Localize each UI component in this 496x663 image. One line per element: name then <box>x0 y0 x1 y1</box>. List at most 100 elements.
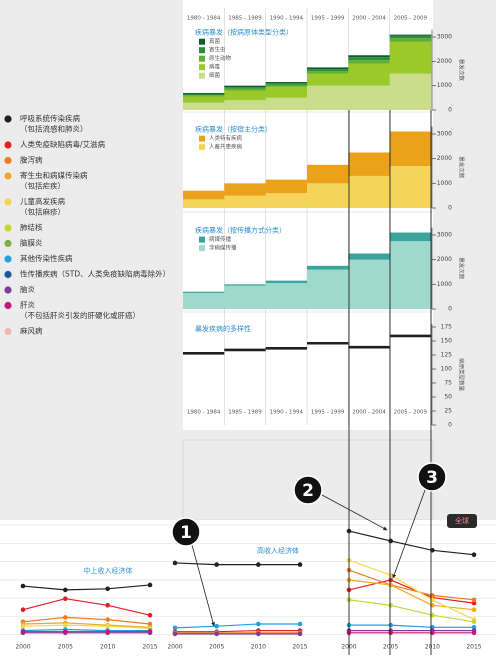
stack-segment <box>183 102 225 110</box>
point <box>471 552 477 557</box>
stack-segment <box>307 69 349 72</box>
y-tick-label: 1000 <box>437 82 452 89</box>
x-tick-label: 2010 <box>425 644 440 651</box>
x-tick-label: 2005 <box>383 644 398 651</box>
stack-segment <box>224 183 266 196</box>
period-label: 1995 - 1999 <box>311 16 345 22</box>
series-line <box>22 598 151 616</box>
stack-segment <box>224 87 266 89</box>
y-axis-label: 暴发次数 <box>458 59 466 82</box>
y-tick-label: 25 <box>444 408 452 415</box>
point <box>105 629 110 634</box>
series-line <box>174 623 300 629</box>
point <box>172 631 178 637</box>
stack-segment <box>348 57 390 61</box>
point <box>297 562 303 567</box>
point <box>147 582 153 588</box>
point <box>471 600 477 606</box>
legend-label: 麻风病 <box>20 326 43 336</box>
stack-segment <box>307 85 349 110</box>
point <box>388 582 393 588</box>
stack-segment <box>389 166 432 208</box>
stack-segment <box>307 73 349 86</box>
period-label: 1990 - 1994 <box>270 16 304 22</box>
point <box>63 596 68 601</box>
x-tick-label: 2015 <box>292 644 307 651</box>
legend-swatch <box>199 135 205 142</box>
legend-swatch <box>199 38 205 45</box>
legend-dot <box>4 115 12 123</box>
legend-dot <box>4 301 12 310</box>
point <box>147 621 153 627</box>
x-tick-label: 2015 <box>466 644 481 651</box>
stack-segment <box>265 86 308 98</box>
stack-segment <box>183 291 225 293</box>
stack-segment <box>307 265 349 270</box>
y-tick-label: 0 <box>448 205 452 212</box>
point <box>471 619 477 625</box>
legend-note: （包括麻疹） <box>20 207 65 217</box>
point <box>297 621 303 627</box>
y-tick-label: 1000 <box>437 180 452 187</box>
y-tick-label: 3000 <box>437 34 452 41</box>
x-tick-label: 2010 <box>251 644 266 651</box>
y-tick-label: 125 <box>441 352 453 359</box>
legend-dot <box>4 224 12 232</box>
period-label: 1990 - 1994 <box>270 410 304 416</box>
stack-segment <box>183 96 225 103</box>
legend-note: （包括疟疾） <box>20 181 65 191</box>
point <box>388 630 393 636</box>
stack-segment <box>389 131 432 167</box>
callout-number: 2 <box>302 481 314 501</box>
legend-label: 腹泻病 <box>20 155 43 165</box>
y-tick-label: 150 <box>441 338 453 345</box>
callout-circle <box>417 462 447 492</box>
point <box>388 538 393 544</box>
point <box>105 586 110 592</box>
point <box>20 607 26 612</box>
legend-swatch <box>199 144 205 151</box>
y-tick-label: 100 <box>441 366 453 373</box>
point <box>20 623 26 629</box>
stack-segment <box>183 292 225 309</box>
legend-label: 儿童高发疾病 <box>20 196 65 206</box>
series-line <box>348 569 475 601</box>
series-line <box>22 624 151 629</box>
chart-title: 全球 <box>455 516 469 525</box>
point <box>388 603 393 608</box>
legend-label: 其他传染性疾病 <box>20 253 73 263</box>
legend-dot <box>4 270 12 279</box>
y-axis-label: 病原类型数量 <box>458 358 466 392</box>
y-tick-label: 2000 <box>437 58 452 65</box>
stack-segment <box>307 269 349 309</box>
point <box>297 631 303 637</box>
stack-segment <box>307 183 349 208</box>
legend-label: 脑膜炎 <box>20 238 43 248</box>
legend-dot <box>4 198 12 206</box>
y-tick-label: 3000 <box>437 232 452 239</box>
legend-swatch <box>199 47 205 54</box>
stack-segment <box>183 93 225 96</box>
stack-segment <box>348 175 390 208</box>
legend-label: 肝炎 <box>20 301 35 310</box>
stack-segment <box>183 92 225 94</box>
legend-label: 寄生虫 <box>209 46 226 54</box>
y-axis-label: 暴发次数 <box>458 156 466 179</box>
legend-label: 脑炎 <box>20 284 35 294</box>
y-tick-label: 175 <box>441 324 453 331</box>
series-line <box>22 616 151 625</box>
point <box>471 597 477 603</box>
legend-label: 呼吸系统传染疾病 <box>20 113 80 123</box>
period-label: 2005 - 2009 <box>394 410 428 416</box>
stack-segment <box>348 259 390 309</box>
point <box>63 615 68 620</box>
panel-title: 疾病暴发（按传播方式分类） <box>195 226 286 235</box>
bottom-grid <box>0 524 496 636</box>
stack-segment <box>265 193 308 208</box>
point <box>471 625 477 630</box>
point <box>214 631 219 637</box>
point <box>20 629 26 634</box>
stack-segment <box>348 60 390 64</box>
series-line <box>22 584 151 591</box>
